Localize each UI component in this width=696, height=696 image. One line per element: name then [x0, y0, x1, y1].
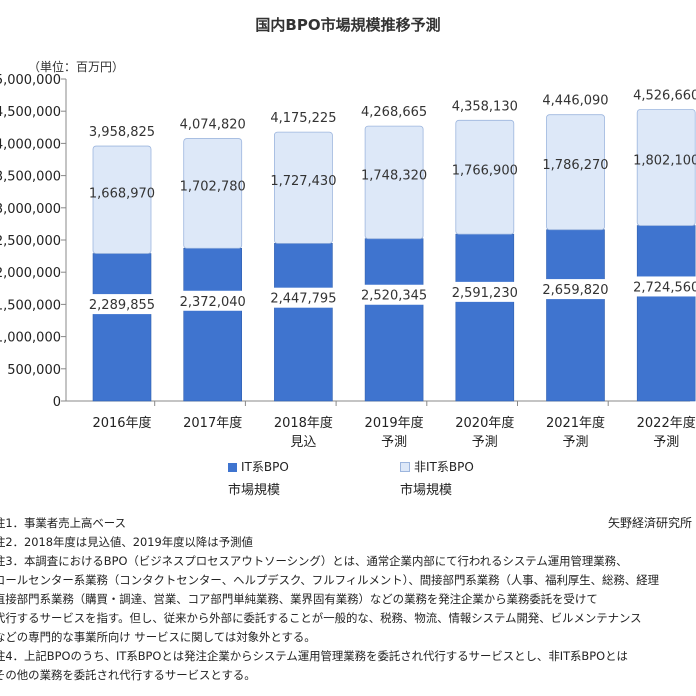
x-tick-label: 2020年度: [455, 415, 514, 431]
label-bg: [354, 284, 435, 305]
bar-it-segment: [546, 229, 605, 402]
bar-nonit-segment: [636, 109, 696, 226]
bar-total-label: 3,958,825: [89, 125, 155, 140]
bar-total-label: 4,358,130: [452, 99, 518, 114]
bar-it-value-label: 2,447,795: [270, 292, 336, 307]
y-tick-label: 5,000,000: [0, 73, 61, 88]
legend-it-sub: 市場規模: [228, 483, 281, 498]
y-tick-label: 0: [53, 395, 61, 410]
x-tick-label: 予測: [472, 435, 498, 450]
bar-nonit-value-label: 1,668,970: [89, 186, 155, 201]
bar-total-label: 4,268,665: [361, 105, 427, 120]
bar-nonit-value-label: 1,748,320: [361, 169, 427, 184]
bar-it-value-label: 2,372,040: [180, 295, 246, 310]
note-line: などの専門的な事業所向け サービスに関しては対象外とする。: [0, 630, 316, 644]
note-line: コールセンター系業務（コンタクトセンター、ヘルプデスク、フルフィルメント）、間接…: [0, 573, 659, 587]
bar-it-value-label: 2,520,345: [361, 289, 427, 304]
bar-nonit-value-label: 1,786,270: [542, 158, 608, 173]
label-bg: [172, 290, 253, 311]
x-tick-label: 2017年度: [183, 415, 242, 431]
bar-it-value-label: 2,724,560: [633, 280, 696, 295]
bar-nonit-value-label: 1,766,900: [452, 163, 518, 178]
chart-title: 国内BPO市場規模推移予測: [255, 16, 441, 34]
source-credit: 矢野経済研究所: [607, 516, 692, 530]
y-tick-label: 2,000,000: [0, 266, 61, 281]
label-bg: [626, 276, 696, 297]
unit-label: （単位：百万円）: [28, 60, 125, 74]
y-tick-label: 4,500,000: [0, 105, 61, 120]
label-bg: [444, 281, 525, 302]
x-tick-label: 見込: [290, 435, 316, 450]
x-tick-label: 2016年度: [92, 415, 151, 431]
bar-total-label: 4,175,225: [270, 111, 336, 126]
bar-nonit-segment: [183, 138, 243, 249]
bar-nonit-value-label: 1,802,100: [633, 153, 696, 168]
label-bg: [82, 294, 162, 315]
y-tick-label: 4,000,000: [0, 137, 61, 152]
legend-nonit-sub: 市場規模: [400, 483, 453, 498]
notes: 注1．事業者売上高ベース 注2．2018年度は見込値、2019年度以降は予測値 …: [0, 514, 694, 685]
note-line: 注3．本調査におけるBPO（ビジネスプロセスアウトソーシング）とは、通常企業内部…: [0, 554, 628, 568]
bar-nonit-segment: [364, 125, 424, 240]
x-tick-label: 2019年度: [365, 415, 424, 431]
bar-nonit-segment: [546, 114, 605, 231]
bar-it-segment: [364, 238, 424, 402]
x-tick-label: 予測: [381, 435, 407, 450]
bar-nonit-segment: [92, 145, 152, 254]
x-tick-label: 予測: [562, 435, 588, 450]
legend-it: IT系BPO 市場規模: [228, 458, 289, 498]
label-bg: [263, 287, 344, 308]
y-tick-label: 1,500,000: [0, 298, 61, 313]
bar-it-segment: [636, 225, 696, 402]
x-tick-label: 予測: [653, 435, 679, 450]
legend-nonit-label: 非IT系BPO: [414, 460, 474, 474]
bar-it-value-label: 2,659,820: [542, 283, 608, 298]
legend-it-label: IT系BPO: [241, 460, 289, 474]
bar-nonit-segment: [455, 119, 515, 235]
note-line: 直接部門系業務（購買・調達、営業、コア部門単純業務、業界固有業務）などの業務を発…: [0, 592, 598, 606]
bar-chart: 0 500,000 1,000,000 1,500,000 2,000,000 2,500…: [0, 73, 696, 450]
x-tick-label: 2022年度: [637, 415, 696, 431]
bar-nonit-segment: [273, 131, 333, 244]
note-line: 注2．2018年度は見込値、2019年度以降は予測値: [0, 535, 253, 549]
note-line: 代行するサービスを指す。但し、従来から外部に委託することが一般的な、税務、物流、…: [0, 611, 642, 625]
label-bg: [535, 279, 616, 300]
legend-nonit: 非IT系BPO 市場規模: [400, 458, 474, 498]
note-line: 注1．事業者売上高ベース: [0, 516, 126, 530]
x-tick-label: 2021年度: [546, 415, 605, 431]
bar-total-label: 4,446,090: [542, 94, 608, 109]
bar-it-value-label: 2,591,230: [452, 286, 518, 301]
bar-it-value-label: 2,289,855: [89, 298, 155, 313]
legend-swatch-it: [228, 463, 237, 472]
note-line: その他の業務を委託され代行するサービスとする。: [0, 668, 256, 682]
y-tick-label: 3,500,000: [0, 170, 61, 185]
x-tick-label: 2018年度: [274, 415, 333, 431]
bar-it-segment: [455, 233, 515, 402]
note-line: 注4．上記BPOのうち、IT系BPOとは発注企業からシステム運用管理業務を委託さ…: [0, 649, 628, 663]
bar-it-segment: [183, 247, 242, 402]
bar-total-label: 4,074,820: [180, 118, 246, 133]
bar-it-segment: [92, 253, 152, 402]
bar-it-segment: [274, 243, 333, 402]
bar-nonit-value-label: 1,702,780: [180, 180, 246, 195]
y-tick-label: 3,000,000: [0, 202, 61, 217]
bar-nonit-value-label: 1,727,430: [270, 174, 336, 189]
y-tick-label: 2,500,000: [0, 234, 61, 249]
y-tick-label: 1,000,000: [0, 331, 61, 346]
legend-swatch-nonit: [400, 462, 410, 472]
bar-total-label: 4,526,660: [633, 88, 696, 103]
y-tick-label: 500,000: [7, 363, 61, 378]
